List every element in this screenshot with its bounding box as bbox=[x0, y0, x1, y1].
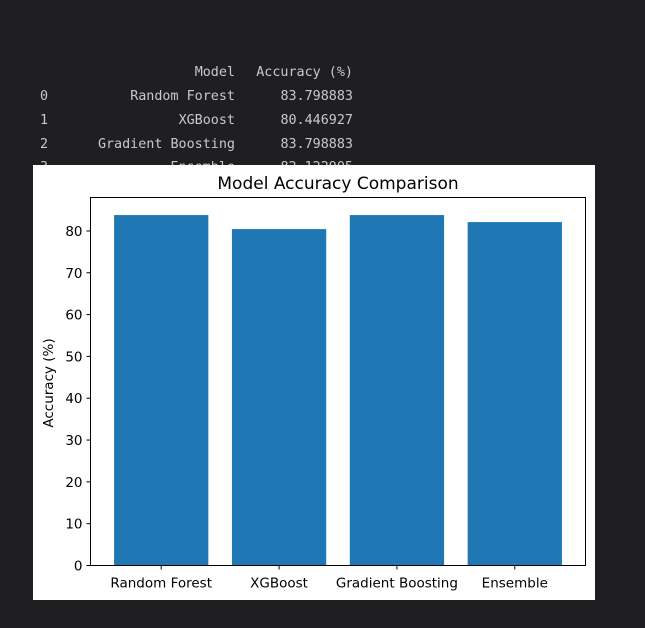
table-row: 0 Random Forest 83.798883 bbox=[40, 85, 353, 109]
bar-xgboost bbox=[231, 229, 327, 566]
bar-ensemble bbox=[467, 222, 562, 566]
x-tick-label: Gradient Boosting bbox=[336, 576, 458, 592]
row-accuracy: 83.798883 bbox=[280, 89, 353, 105]
row-model: Gradient Boosting bbox=[97, 136, 235, 152]
bars-group bbox=[114, 215, 562, 566]
plot-frame bbox=[90, 197, 586, 566]
chart-figure: Model Accuracy Comparison Accuracy (%) 0… bbox=[33, 165, 595, 600]
bar-gradient-boosting bbox=[349, 215, 445, 566]
table-row: 2 Gradient Boosting 83.798883 bbox=[40, 133, 353, 157]
row-index: 2 bbox=[40, 136, 49, 152]
y-tick-label: 20 bbox=[65, 475, 82, 491]
bar-chart: Model Accuracy Comparison Accuracy (%) 0… bbox=[41, 174, 586, 592]
row-index: 0 bbox=[40, 89, 49, 105]
table-row: 1 XGBoost 80.446927 bbox=[40, 109, 353, 133]
y-tick-label: 80 bbox=[65, 224, 82, 240]
y-axis-label: Accuracy (%) bbox=[41, 338, 57, 427]
y-tick-label: 10 bbox=[65, 517, 82, 533]
x-tick-label: XGBoost bbox=[250, 576, 308, 592]
x-ticks-group: Random Forest XGBoost Gradient Boosting Ens… bbox=[110, 565, 548, 592]
y-tick-label: 60 bbox=[65, 308, 82, 324]
table-header-accuracy: Accuracy (%) bbox=[256, 65, 353, 81]
table-header-model: Model bbox=[194, 65, 235, 81]
x-tick-label: Random Forest bbox=[110, 576, 212, 592]
row-model: Random Forest bbox=[130, 89, 235, 105]
row-index: 1 bbox=[40, 112, 49, 128]
y-tick-label: 0 bbox=[74, 559, 83, 575]
accuracy-table: Model Accuracy (%) 0 Random Forest 83.79… bbox=[40, 61, 353, 180]
table-header-index bbox=[40, 61, 58, 85]
x-tick-label: Ensemble bbox=[482, 576, 548, 592]
row-accuracy: 83.798883 bbox=[280, 136, 353, 152]
table-header-row: Model Accuracy (%) bbox=[40, 61, 353, 85]
row-accuracy: 80.446927 bbox=[280, 112, 353, 128]
y-ticks-group: 0 10 20 30 40 50 60 70 80 bbox=[65, 224, 91, 575]
row-model: XGBoost bbox=[178, 112, 235, 128]
y-tick-label: 40 bbox=[65, 391, 82, 407]
y-tick-label: 70 bbox=[65, 266, 82, 282]
chart-title: Model Accuracy Comparison bbox=[217, 174, 458, 194]
bar-random-forest bbox=[114, 215, 209, 566]
y-tick-label: 30 bbox=[65, 433, 82, 449]
y-tick-label: 50 bbox=[65, 349, 82, 365]
